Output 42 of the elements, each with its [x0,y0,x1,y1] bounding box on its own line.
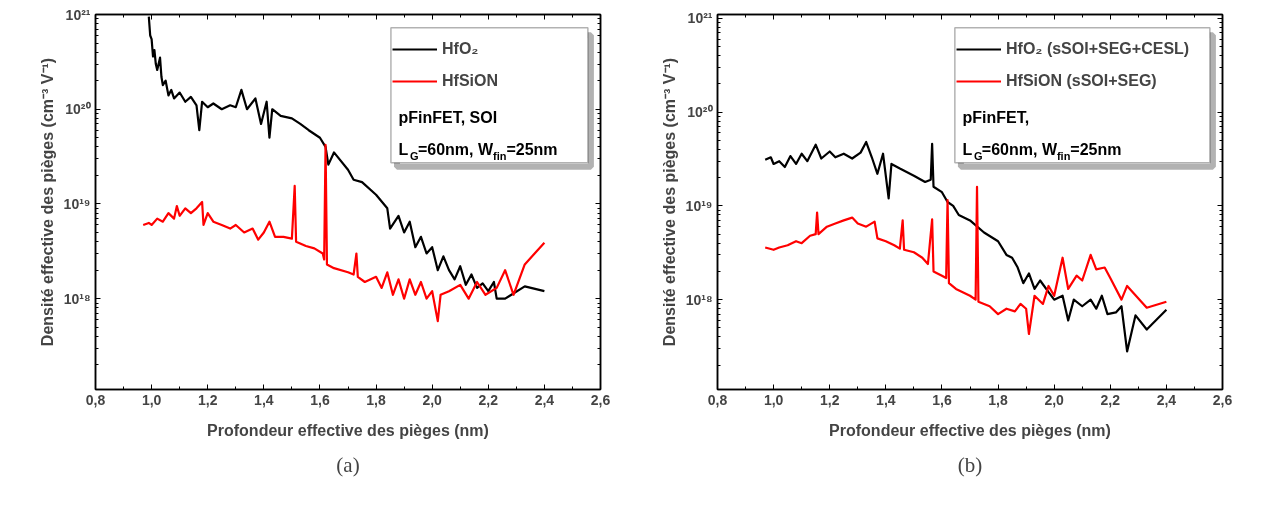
annotation: pFinFET, [962,109,1030,127]
legend-label: HfO₂ (sSOI+SEG+CESL) [1006,39,1190,59]
y-tick-label: 10¹⁸ [685,291,713,308]
y-tick-label: 10²⁰ [687,104,713,121]
legend-label: HfO₂ [442,39,479,59]
y-tick-label: 10¹⁹ [685,197,713,214]
x-tick-label: 1,0 [763,391,784,408]
x-tick-label: 2,4 [534,391,555,408]
x-tick-label: 1,8 [988,391,1008,408]
x-tick-label: 1,0 [141,391,162,408]
legend-label: HfSiON (sSOI+SEG) [1006,71,1157,91]
x-tick-label: 1,8 [366,391,386,408]
x-tick-label: 1,6 [310,391,330,408]
x-tick-label: 2,0 [422,391,443,408]
x-tick-label: 1,6 [932,391,952,408]
line-series [764,140,1168,353]
annotation: pFinFET, SOI [398,109,498,127]
line-series [764,185,1168,336]
x-tick-label: 1,4 [254,391,274,408]
y-axis-title: Densité effective des pièges (cm⁻³ V⁻¹) [660,57,678,347]
y-tick-label: 10¹⁹ [63,195,91,212]
x-tick-label: 2,2 [478,391,499,408]
x-axis-title: Profondeur effective des pièges (nm) [207,421,489,439]
x-tick-label: 2,6 [1212,391,1233,408]
x-tick-label: 2,6 [590,391,611,408]
x-tick-label: 1,4 [876,391,896,408]
y-tick-label: 10¹⁸ [63,290,91,307]
y-tick-label: 10²¹ [687,10,713,27]
x-tick-label: 1,2 [197,391,218,408]
text: (a) [336,452,360,477]
y-tick-label: 10²¹ [65,6,91,23]
x-tick-label: 2,4 [1156,391,1177,408]
x-tick-label: 2,2 [1100,391,1121,408]
y-axis-title: Densité effective des pièges (cm⁻³ V⁻¹) [38,57,56,347]
text: (b) [957,452,983,477]
x-tick-label: 1,2 [819,391,840,408]
x-tick-label: 0,8 [85,391,106,408]
legend-label: HfSiON [442,71,498,91]
y-tick-label: 10²⁰ [65,101,91,118]
x-tick-label: 2,0 [1044,391,1065,408]
x-tick-label: 0,8 [707,391,728,408]
x-axis-title: Profondeur effective des pièges (nm) [829,421,1111,439]
